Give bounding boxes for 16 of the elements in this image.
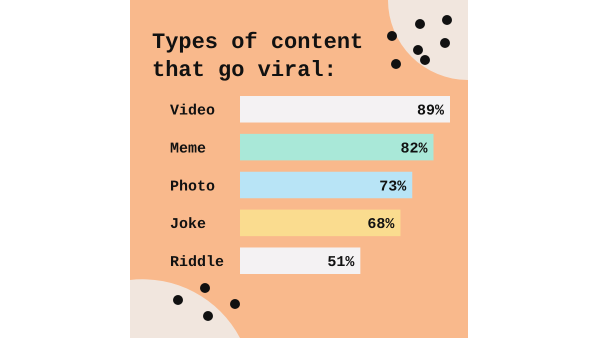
y-tick-label: Meme [170, 140, 206, 158]
bar [240, 134, 434, 160]
y-tick-label: Video [170, 102, 216, 120]
data-label: 89% [416, 102, 445, 120]
y-tick-label: Photo [170, 178, 216, 196]
bar [240, 210, 400, 236]
data-label: 73% [379, 178, 408, 196]
bar [240, 96, 450, 123]
bar [240, 172, 412, 198]
chart-title: Types of content that go viral: [152, 30, 364, 83]
data-label: 68% [367, 216, 396, 234]
bar [240, 247, 360, 274]
y-tick-label: Riddle [170, 254, 224, 271]
y-tick-label: Joke [170, 216, 206, 234]
data-label: 51% [327, 254, 356, 271]
data-label: 82% [400, 140, 428, 158]
